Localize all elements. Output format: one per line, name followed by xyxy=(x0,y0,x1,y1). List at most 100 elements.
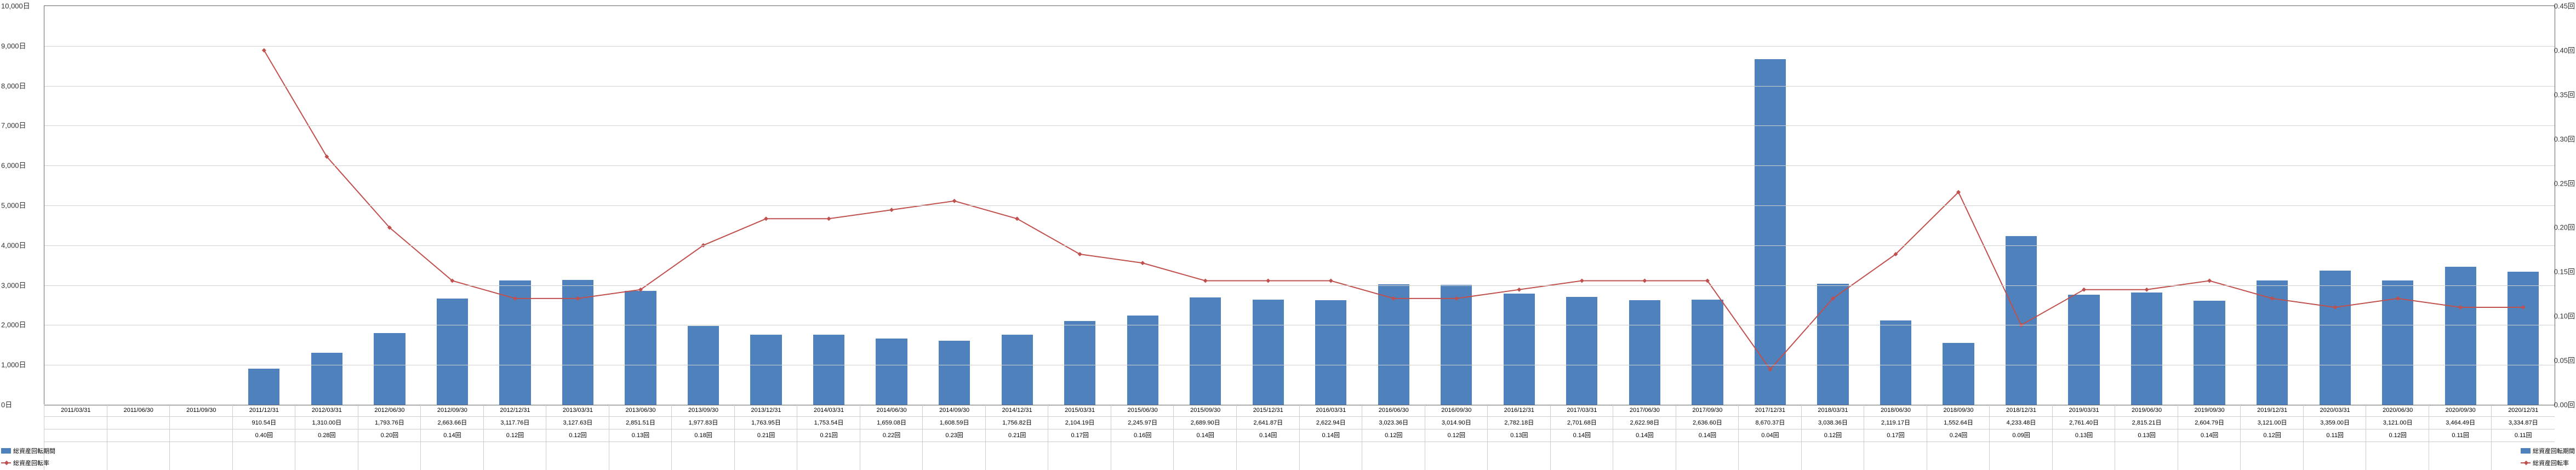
x-line-value: 0.13回 xyxy=(2053,429,2116,442)
x-category: 2016/09/30 xyxy=(1425,404,1488,417)
x-line-value: 0.21回 xyxy=(986,429,1049,442)
x-column: 2013/06/302,851.51日0.13回 xyxy=(609,404,672,470)
line-marker xyxy=(575,296,580,301)
line-marker xyxy=(827,216,831,221)
x-column: 2019/06/302,815.21日0.13回 xyxy=(2115,404,2178,470)
x-bar-value: 3,014.90日 xyxy=(1425,417,1488,429)
x-category: 2013/06/30 xyxy=(609,404,672,417)
x-bar-value: 2,245.97日 xyxy=(1111,417,1174,429)
y-left-tick: 9,000日 xyxy=(1,40,26,50)
x-line-value: 0.14回 xyxy=(2178,429,2241,442)
x-column: 2016/09/303,014.90日0.12回 xyxy=(1425,404,1488,470)
x-line-value: 0.14回 xyxy=(1237,429,1300,442)
x-line-value: 0.14回 xyxy=(421,429,484,442)
x-line-value: 0.21回 xyxy=(735,429,798,442)
legend-left-bar: 総資産回転期間 xyxy=(1,445,55,457)
x-column: 2016/06/303,023.36日0.12回 xyxy=(1362,404,1425,470)
y-left-tick: 6,000日 xyxy=(1,160,26,170)
x-bar-value: 1,977.83日 xyxy=(672,417,735,429)
x-bar-value: 4,233.48日 xyxy=(1990,417,2053,429)
x-bar-value: 3,359.00日 xyxy=(2304,417,2367,429)
x-bar-value: 2,119.17日 xyxy=(1864,417,1927,429)
x-line-value: 0.04回 xyxy=(1739,429,1802,442)
line-swatch-icon xyxy=(1,462,11,463)
x-bar-value: 2,689.90日 xyxy=(1174,417,1237,429)
x-category: 2012/12/31 xyxy=(484,404,547,417)
x-line-value: 0.24回 xyxy=(1927,429,1990,442)
bar-swatch-icon xyxy=(2521,448,2531,454)
x-column: 2020/06/303,121.00日0.12回 xyxy=(2366,404,2429,470)
x-category: 2015/03/31 xyxy=(1048,404,1111,417)
x-column: 2020/03/313,359.00日0.11回 xyxy=(2303,404,2367,470)
x-line-value xyxy=(170,429,233,442)
x-bar-value: 2,622.94日 xyxy=(1300,417,1363,429)
x-category: 2019/09/30 xyxy=(2178,404,2241,417)
x-line-value: 0.14回 xyxy=(1551,429,1614,442)
x-column: 2011/09/30 xyxy=(169,404,233,470)
x-category: 2018/06/30 xyxy=(1864,404,1927,417)
x-column: 2017/06/302,622.98日0.14回 xyxy=(1613,404,1676,470)
x-column: 2014/12/311,756.82日0.21回 xyxy=(985,404,1049,470)
x-line-value: 0.13回 xyxy=(1488,429,1551,442)
x-bar-value: 1,753.54日 xyxy=(797,417,860,429)
x-bar-value: 3,334.87日 xyxy=(2492,417,2555,429)
x-bar-value: 1,659.08日 xyxy=(860,417,923,429)
x-column: 2018/03/313,038.36日0.12回 xyxy=(1801,404,1865,470)
line-marker xyxy=(1203,279,1208,283)
line-marker xyxy=(1015,216,1019,221)
x-line-value: 0.40回 xyxy=(233,429,296,442)
x-category: 2019/03/31 xyxy=(2053,404,2116,417)
x-category: 2014/06/30 xyxy=(860,404,923,417)
x-category: 2020/12/31 xyxy=(2492,404,2555,417)
legend-right-line-label: 総資産回転率 xyxy=(2533,458,2569,467)
x-category: 2020/09/30 xyxy=(2429,404,2492,417)
x-bar-value: 2,663.66日 xyxy=(421,417,484,429)
x-category: 2013/09/30 xyxy=(672,404,735,417)
x-column: 2014/06/301,659.08日0.22回 xyxy=(860,404,923,470)
x-bar-value: 2,104.19日 xyxy=(1048,417,1111,429)
y-left-tick: 2,000日 xyxy=(1,319,26,330)
y-left-tick: 10,000日 xyxy=(1,1,30,11)
line-marker xyxy=(1391,296,1396,301)
x-axis-table: 2011/03/312011/06/302011/09/302011/12/31… xyxy=(44,404,2554,470)
x-category: 2019/06/30 xyxy=(2115,404,2178,417)
x-bar-value: 2,604.79日 xyxy=(2178,417,2241,429)
x-category: 2012/03/31 xyxy=(295,404,358,417)
x-bar-value: 2,851.51日 xyxy=(609,417,672,429)
x-column: 2014/03/311,753.54日0.21回 xyxy=(797,404,860,470)
line-marker xyxy=(2082,288,2086,292)
x-bar-value: 1,608.59日 xyxy=(923,417,986,429)
x-category: 2016/12/31 xyxy=(1488,404,1551,417)
y-left-tick: 3,000日 xyxy=(1,279,26,290)
x-column: 2019/03/312,761.40日0.13回 xyxy=(2052,404,2116,470)
y-right-tick: 0.40回 xyxy=(2554,44,2575,55)
line-marker xyxy=(1454,296,1459,301)
x-column: 2014/09/301,608.59日0.23回 xyxy=(922,404,986,470)
y-left-tick: 4,000日 xyxy=(1,239,26,250)
x-category: 2017/06/30 xyxy=(1613,404,1676,417)
x-column: 2016/12/312,782.18日0.13回 xyxy=(1487,404,1551,470)
line-marker xyxy=(1078,252,1082,256)
x-line-value xyxy=(107,429,170,442)
x-column: 2015/12/312,641.87日0.14回 xyxy=(1236,404,1300,470)
x-category: 2017/12/31 xyxy=(1739,404,1802,417)
x-category: 2015/09/30 xyxy=(1174,404,1237,417)
x-column: 2015/06/302,245.97日0.16回 xyxy=(1111,404,1174,470)
x-category: 2016/06/30 xyxy=(1362,404,1425,417)
x-bar-value: 3,121.00日 xyxy=(2366,417,2429,429)
x-line-value: 0.14回 xyxy=(1174,429,1237,442)
turnover-chart: 0日1,000日2,000日3,000日4,000日5,000日6,000日7,… xyxy=(0,0,2576,470)
x-category: 2012/09/30 xyxy=(421,404,484,417)
x-line-value: 0.12回 xyxy=(484,429,547,442)
y-right-tick: 0.20回 xyxy=(2554,222,2575,232)
x-line-value: 0.21回 xyxy=(797,429,860,442)
line-marker xyxy=(2333,305,2337,309)
x-column: 2017/03/312,701.68日0.14回 xyxy=(1550,404,1614,470)
legend-left: 総資産回転期間 総資産回転率 xyxy=(1,445,55,469)
x-category: 2012/06/30 xyxy=(358,404,421,417)
x-category: 2011/12/31 xyxy=(233,404,296,417)
x-column: 2012/12/313,117.76日0.12回 xyxy=(483,404,547,470)
y-left-tick: 8,000日 xyxy=(1,80,26,90)
x-line-value: 0.11回 xyxy=(2429,429,2492,442)
x-bar-value: 3,023.36日 xyxy=(1362,417,1425,429)
